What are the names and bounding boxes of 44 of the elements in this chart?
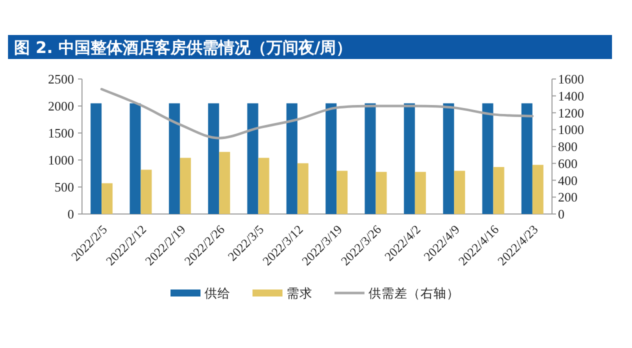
y2-tick-label: 1600 (558, 72, 584, 86)
bar (364, 103, 376, 214)
bar (336, 170, 348, 214)
line-series (100, 88, 534, 140)
bar (404, 103, 415, 214)
y2-tick-label: 800 (558, 139, 578, 154)
y2-tick-label: 1000 (558, 122, 584, 138)
y-tick-label: 1000 (48, 152, 74, 168)
bar (532, 164, 544, 214)
y2-tick-label: 200 (558, 190, 578, 205)
y-tick-label: 0 (68, 206, 74, 222)
bar (258, 158, 270, 214)
bar (297, 163, 308, 214)
bar (482, 103, 494, 214)
bar (376, 172, 387, 214)
y2-tick-label: 1400 (558, 88, 584, 104)
bar (326, 103, 337, 214)
legend-label: 供给 (204, 286, 230, 300)
bar (90, 103, 102, 214)
bar (168, 103, 180, 214)
bar (454, 170, 466, 214)
y-tick-label: 1500 (48, 126, 74, 140)
bar (521, 103, 532, 214)
y2-tick-label: 1200 (558, 105, 584, 120)
legend-label: 供需差（右轴） (368, 286, 460, 300)
y2-tick-label: 0 (558, 206, 564, 222)
bar (219, 152, 230, 214)
bar (102, 183, 113, 214)
bar (286, 103, 298, 214)
y-tick-label: 2500 (48, 72, 74, 86)
legend-label: 需求 (286, 286, 312, 300)
y2-tick-label: 600 (558, 156, 578, 171)
bar (443, 103, 454, 214)
bar (247, 103, 258, 214)
bar (180, 158, 191, 214)
bar (140, 170, 152, 214)
chart-title: 图 2. 中国整体酒店客房供需情况（万间夜/周） (14, 38, 352, 57)
bar (493, 167, 504, 214)
bar (208, 103, 220, 214)
y-tick-label: 500 (54, 180, 74, 194)
bar (414, 172, 426, 214)
y-tick-label: 2000 (48, 98, 74, 114)
y2-tick-label: 400 (558, 172, 578, 188)
bar (130, 103, 141, 214)
